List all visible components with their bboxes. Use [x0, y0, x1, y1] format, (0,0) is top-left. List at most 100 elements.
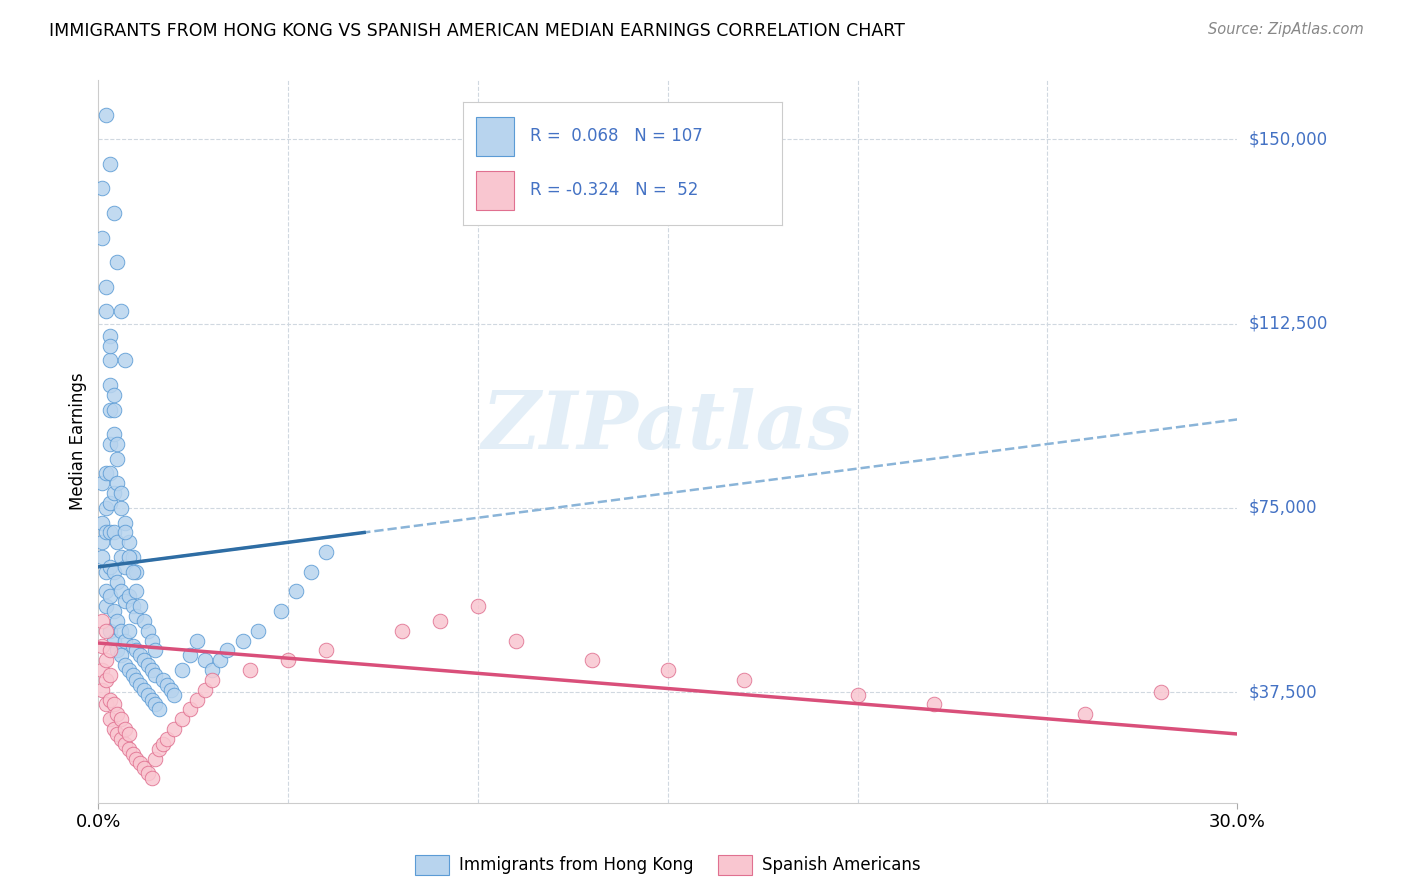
Point [118, 663, 141, 677]
Point [94, 467, 117, 481]
Point [136, 766, 159, 780]
Point [163, 688, 186, 702]
Point [103, 206, 125, 220]
Point [91, 535, 114, 549]
Point [145, 698, 167, 712]
Point [103, 525, 125, 540]
Point [132, 653, 155, 667]
Point [91, 230, 114, 244]
Point [103, 427, 125, 442]
Point [145, 751, 167, 765]
Point [107, 614, 129, 628]
Point [98, 329, 121, 343]
Point [284, 584, 307, 599]
Point [121, 639, 143, 653]
Point [1074, 707, 1097, 722]
Point [98, 437, 121, 451]
Point [91, 614, 114, 628]
Point [170, 712, 193, 726]
Point [152, 737, 174, 751]
Point [98, 353, 121, 368]
Point [103, 633, 125, 648]
Text: Source: ZipAtlas.com: Source: ZipAtlas.com [1208, 22, 1364, 37]
Point [103, 722, 125, 736]
Point [98, 692, 121, 706]
Point [91, 663, 114, 677]
Point [98, 712, 121, 726]
Point [98, 624, 121, 638]
Point [505, 633, 527, 648]
Point [232, 633, 254, 648]
Point [152, 673, 174, 687]
Point [114, 737, 136, 751]
Point [141, 633, 163, 648]
Point [121, 668, 143, 682]
Point [91, 639, 114, 653]
Point [118, 741, 141, 756]
Point [94, 599, 117, 614]
Point [94, 624, 117, 638]
Point [129, 648, 152, 663]
Point [118, 590, 141, 604]
Point [94, 279, 117, 293]
Point [132, 682, 155, 697]
Text: $112,500: $112,500 [1249, 315, 1327, 333]
Point [170, 663, 193, 677]
Point [107, 451, 129, 466]
Point [114, 525, 136, 540]
Point [1150, 685, 1173, 699]
Point [110, 648, 132, 663]
Point [186, 633, 208, 648]
Point [141, 663, 163, 677]
Point [91, 181, 114, 195]
Point [114, 658, 136, 673]
Point [94, 500, 117, 515]
Point [94, 698, 117, 712]
Point [136, 624, 159, 638]
Point [94, 565, 117, 579]
Legend: Immigrants from Hong Kong, Spanish Americans: Immigrants from Hong Kong, Spanish Ameri… [409, 848, 927, 881]
Point [270, 604, 292, 618]
Point [277, 653, 299, 667]
Text: $75,000: $75,000 [1249, 499, 1317, 516]
Point [103, 565, 125, 579]
Point [107, 437, 129, 451]
Point [156, 678, 179, 692]
Point [110, 584, 132, 599]
Point [163, 722, 186, 736]
Point [98, 525, 121, 540]
Point [239, 663, 262, 677]
Point [315, 545, 337, 559]
Point [114, 353, 136, 368]
Point [733, 673, 755, 687]
Point [107, 535, 129, 549]
Point [110, 712, 132, 726]
Point [246, 624, 269, 638]
Point [129, 678, 152, 692]
Point [118, 549, 141, 564]
Point [125, 609, 148, 624]
Text: $37,500: $37,500 [1249, 683, 1317, 701]
Point [94, 653, 117, 667]
Point [121, 747, 143, 761]
Point [145, 668, 167, 682]
Point [98, 560, 121, 574]
Point [186, 692, 208, 706]
Point [467, 599, 489, 614]
Point [121, 599, 143, 614]
Point [391, 624, 413, 638]
Point [103, 486, 125, 500]
Point [136, 688, 159, 702]
Point [129, 599, 152, 614]
Point [657, 663, 679, 677]
Point [114, 516, 136, 530]
Point [98, 668, 121, 682]
Text: IMMIGRANTS FROM HONG KONG VS SPANISH AMERICAN MEDIAN EARNINGS CORRELATION CHART: IMMIGRANTS FROM HONG KONG VS SPANISH AME… [49, 22, 905, 40]
Point [98, 339, 121, 353]
Point [922, 698, 945, 712]
Point [145, 643, 167, 657]
Point [132, 614, 155, 628]
Point [148, 741, 170, 756]
Point [118, 727, 141, 741]
Point [179, 702, 201, 716]
